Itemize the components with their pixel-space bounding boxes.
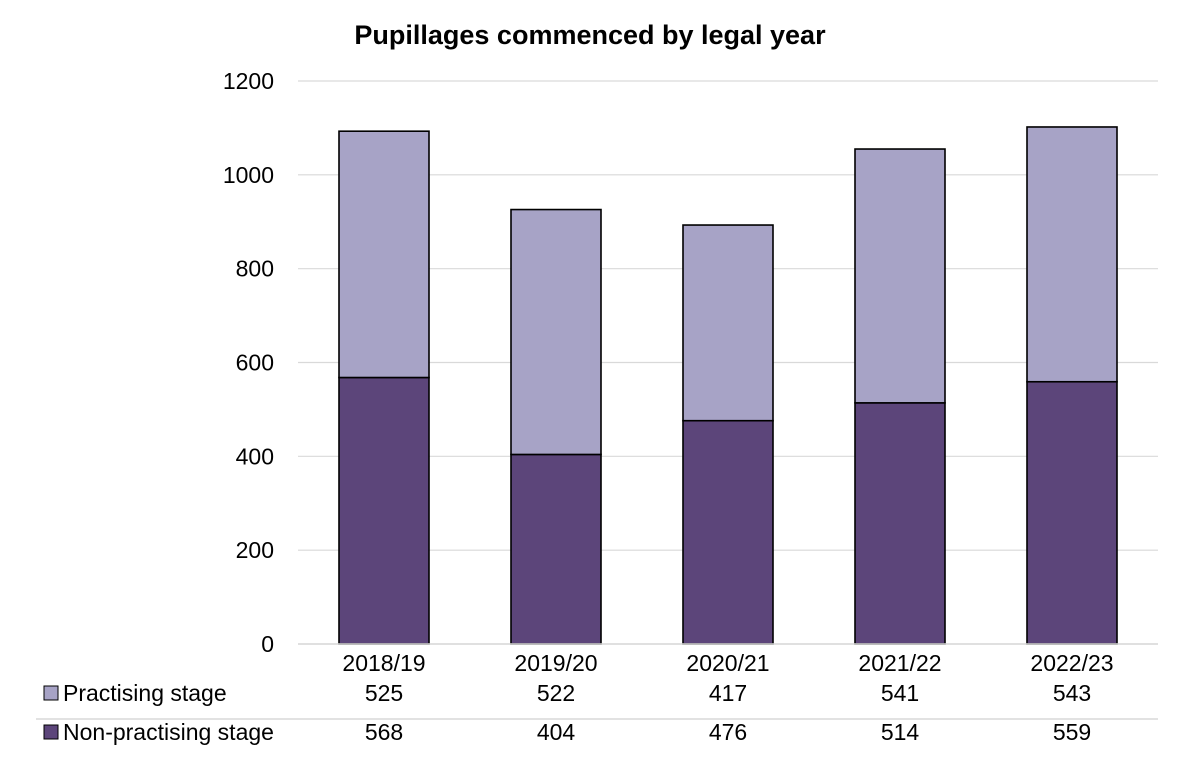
y-tick-label: 600 — [236, 350, 274, 376]
y-axis-ticks: 0 200 400 600 800 1000 1200 — [223, 68, 274, 657]
bar-non-practising-stage — [854, 402, 946, 645]
x-tick-label: 2021/22 — [858, 650, 941, 676]
bar-non-practising-stage — [682, 419, 774, 645]
table-value: 543 — [1053, 680, 1091, 706]
table-value: 476 — [709, 719, 747, 745]
bars — [338, 126, 1118, 645]
table-value: 404 — [537, 719, 576, 745]
legend-label-practising-stage: Practising stage — [63, 680, 227, 706]
x-axis-ticks: 2018/19 2019/20 2020/21 2021/22 2022/23 — [298, 643, 1158, 676]
legend-key-non-practising-stage — [43, 724, 59, 740]
y-tick-label: 800 — [236, 256, 274, 282]
legend-key-practising-stage — [43, 685, 59, 701]
bar-practising-stage — [682, 224, 774, 422]
x-tick-label: 2018/19 — [342, 650, 425, 676]
y-tick-label: 0 — [261, 631, 274, 657]
bar-practising-stage — [338, 130, 430, 379]
bar-non-practising-stage — [338, 376, 430, 645]
y-tick-label: 1200 — [223, 68, 274, 94]
table-value: 522 — [537, 680, 575, 706]
x-tick-label: 2019/20 — [514, 650, 597, 676]
bar-non-practising-stage — [510, 453, 602, 645]
x-tick-label: 2020/21 — [686, 650, 769, 676]
data-table: Practising stage 525 522 417 541 543 Non-pract… — [36, 680, 1158, 745]
chart-title: Pupillages commenced by legal year — [354, 20, 826, 50]
bar-practising-stage — [1026, 126, 1118, 383]
y-tick-label: 1000 — [223, 162, 274, 188]
table-value: 514 — [881, 719, 920, 745]
y-tick-label: 400 — [236, 443, 274, 469]
table-value: 525 — [365, 680, 403, 706]
bar-practising-stage — [854, 148, 946, 404]
table-value: 417 — [709, 680, 747, 706]
bar-non-practising-stage — [1026, 380, 1118, 645]
legend-label-non-practising-stage: Non-practising stage — [63, 719, 274, 745]
table-value: 541 — [881, 680, 919, 706]
x-tick-label: 2022/23 — [1030, 650, 1113, 676]
bar-practising-stage — [510, 208, 602, 456]
table-value: 559 — [1053, 719, 1091, 745]
table-value: 568 — [365, 719, 403, 745]
y-tick-label: 200 — [236, 537, 274, 563]
